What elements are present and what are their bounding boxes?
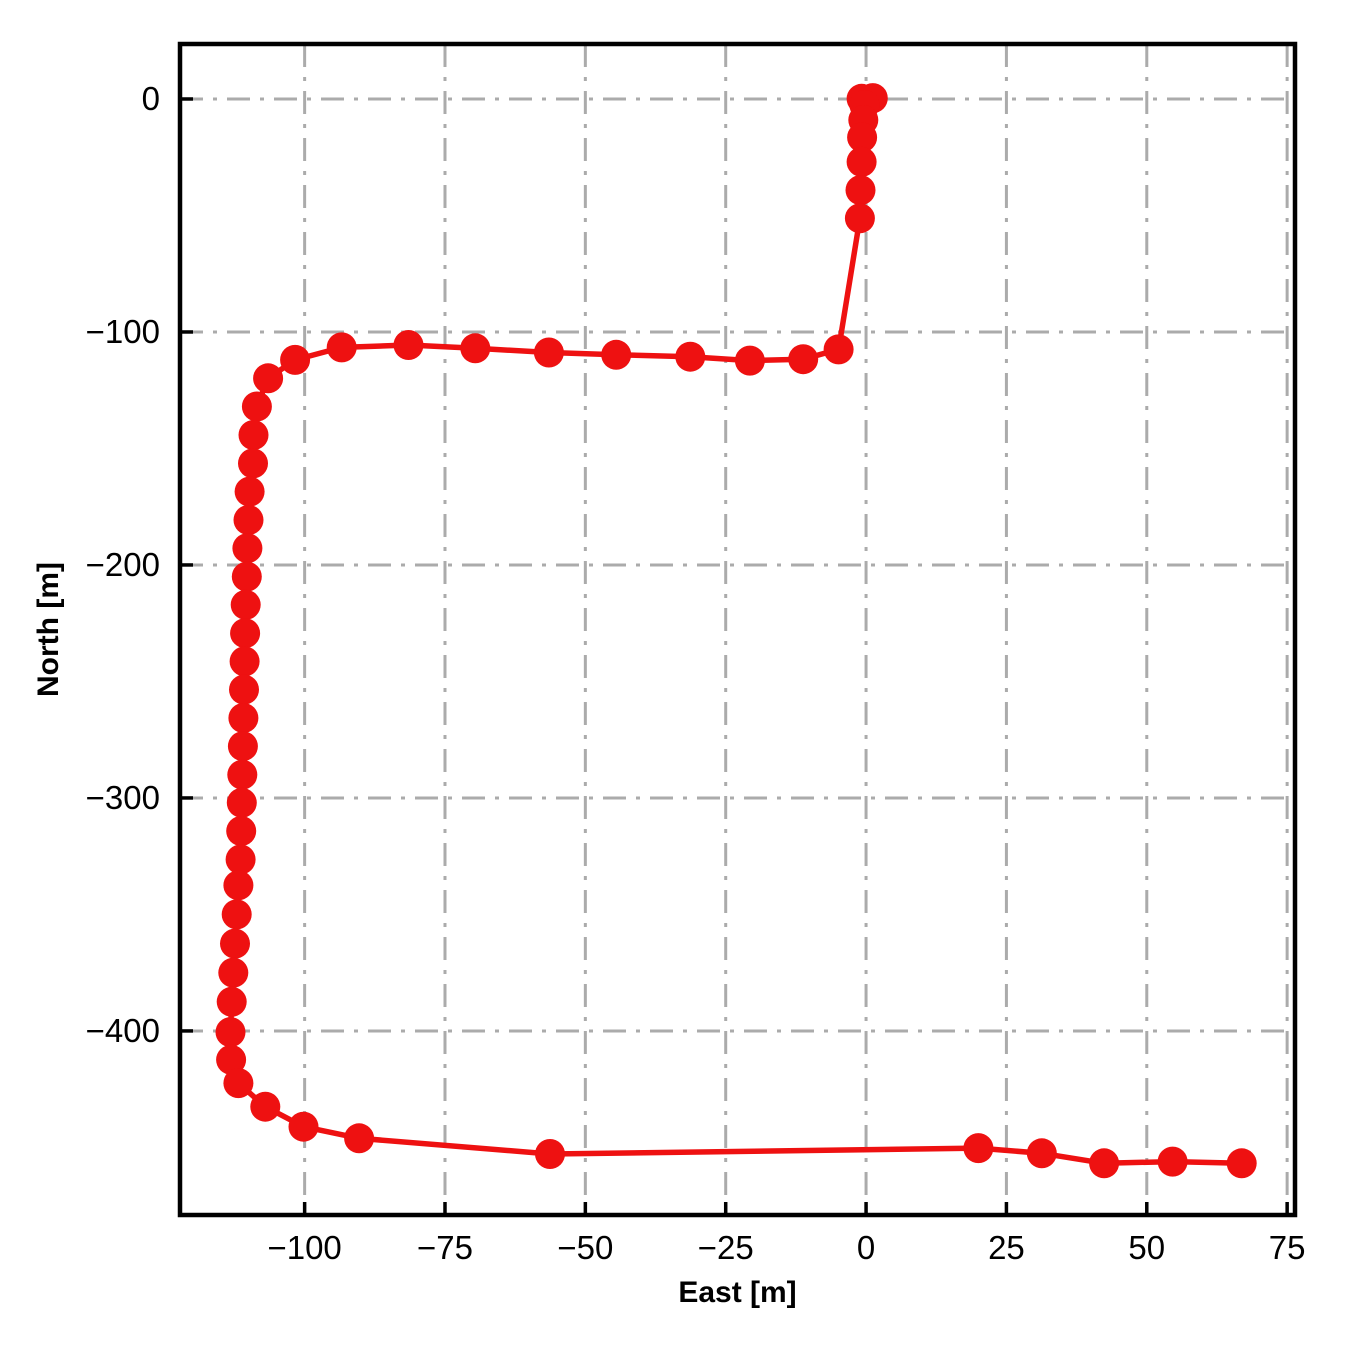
- data-point-marker: [846, 146, 877, 177]
- x-tick-label: −100: [267, 1229, 341, 1266]
- data-point-marker: [326, 332, 357, 363]
- plot-border: [177, 41, 1298, 1218]
- data-point-marker: [225, 844, 256, 875]
- data-point-marker: [241, 391, 272, 422]
- data-point-marker: [226, 816, 257, 846]
- data-point-marker: [601, 339, 632, 370]
- data-point-marker: [847, 122, 878, 153]
- y-tick-label: −300: [86, 779, 160, 816]
- data-point-marker: [223, 1068, 254, 1099]
- data-point-marker: [216, 986, 247, 1017]
- x-tick-label: 25: [988, 1229, 1025, 1266]
- x-tick-label: −25: [698, 1229, 754, 1266]
- data-point-marker: [253, 363, 284, 394]
- data-point-marker: [232, 533, 263, 564]
- data-point-marker: [238, 448, 268, 479]
- x-tick-label: 75: [1269, 1229, 1306, 1266]
- data-point-marker: [234, 476, 265, 507]
- data-point-marker: [216, 1044, 247, 1075]
- y-tick-label: −200: [86, 546, 160, 583]
- data-point-marker: [229, 646, 260, 677]
- data-point-marker: [227, 731, 258, 762]
- data-point-marker: [460, 333, 491, 364]
- data-point-marker: [238, 420, 269, 450]
- data-point-marker: [734, 345, 765, 376]
- data-point-marker: [227, 759, 258, 790]
- x-tick-label: 0: [857, 1229, 875, 1266]
- data-point-marker: [231, 561, 262, 592]
- y-tick-label: 0: [142, 80, 160, 117]
- data-point-marker: [250, 1091, 281, 1122]
- trajectory-line: [227, 95, 1245, 1167]
- data-point-marker: [220, 928, 250, 959]
- data-point-marker: [845, 175, 876, 206]
- y-tick-label: −100: [86, 313, 160, 350]
- data-point-marker: [1089, 1148, 1120, 1179]
- data-point-marker: [228, 703, 259, 733]
- axes-spines: [177, 41, 1298, 1218]
- data-point-marker: [230, 618, 261, 649]
- data-point-marker: [963, 1133, 994, 1164]
- data-points: [215, 83, 1257, 1179]
- x-tick-label: 50: [1128, 1229, 1165, 1266]
- data-point-marker: [223, 870, 254, 901]
- data-point-marker: [788, 344, 819, 375]
- x-tick-label: −75: [417, 1229, 473, 1266]
- data-point-marker: [844, 203, 875, 234]
- data-point-marker: [344, 1123, 375, 1154]
- data-point-marker: [675, 341, 706, 372]
- data-point-marker: [1226, 1148, 1257, 1179]
- data-point-marker: [215, 1017, 246, 1048]
- data-point-marker: [533, 337, 564, 368]
- data-point-marker: [1026, 1138, 1057, 1169]
- gridlines: [180, 44, 1295, 1215]
- data-point-marker: [233, 505, 264, 535]
- data-point-marker: [823, 334, 854, 365]
- x-axis-label: East [m]: [678, 1276, 796, 1309]
- data-point-marker: [226, 787, 257, 818]
- data-point-marker: [221, 899, 252, 930]
- data-point-marker: [230, 589, 261, 620]
- data-point-marker: [535, 1139, 565, 1169]
- y-tick-label: −400: [86, 1012, 160, 1049]
- data-point-marker: [1157, 1146, 1188, 1177]
- data-point-marker: [393, 330, 424, 360]
- y-axis-label: North [m]: [32, 562, 65, 697]
- tick-labels: −100 −75 −50 −25 0 25 50 75 0 −100 −200 −300 −400: [86, 80, 1306, 1266]
- data-point-marker: [280, 344, 311, 375]
- data-point-marker: [218, 957, 249, 988]
- data-point-marker: [229, 674, 259, 705]
- axis-ticks: [180, 97, 1289, 1215]
- x-tick-label: −50: [557, 1229, 613, 1266]
- trajectory-path: [227, 95, 1245, 1167]
- data-point-marker: [288, 1111, 319, 1142]
